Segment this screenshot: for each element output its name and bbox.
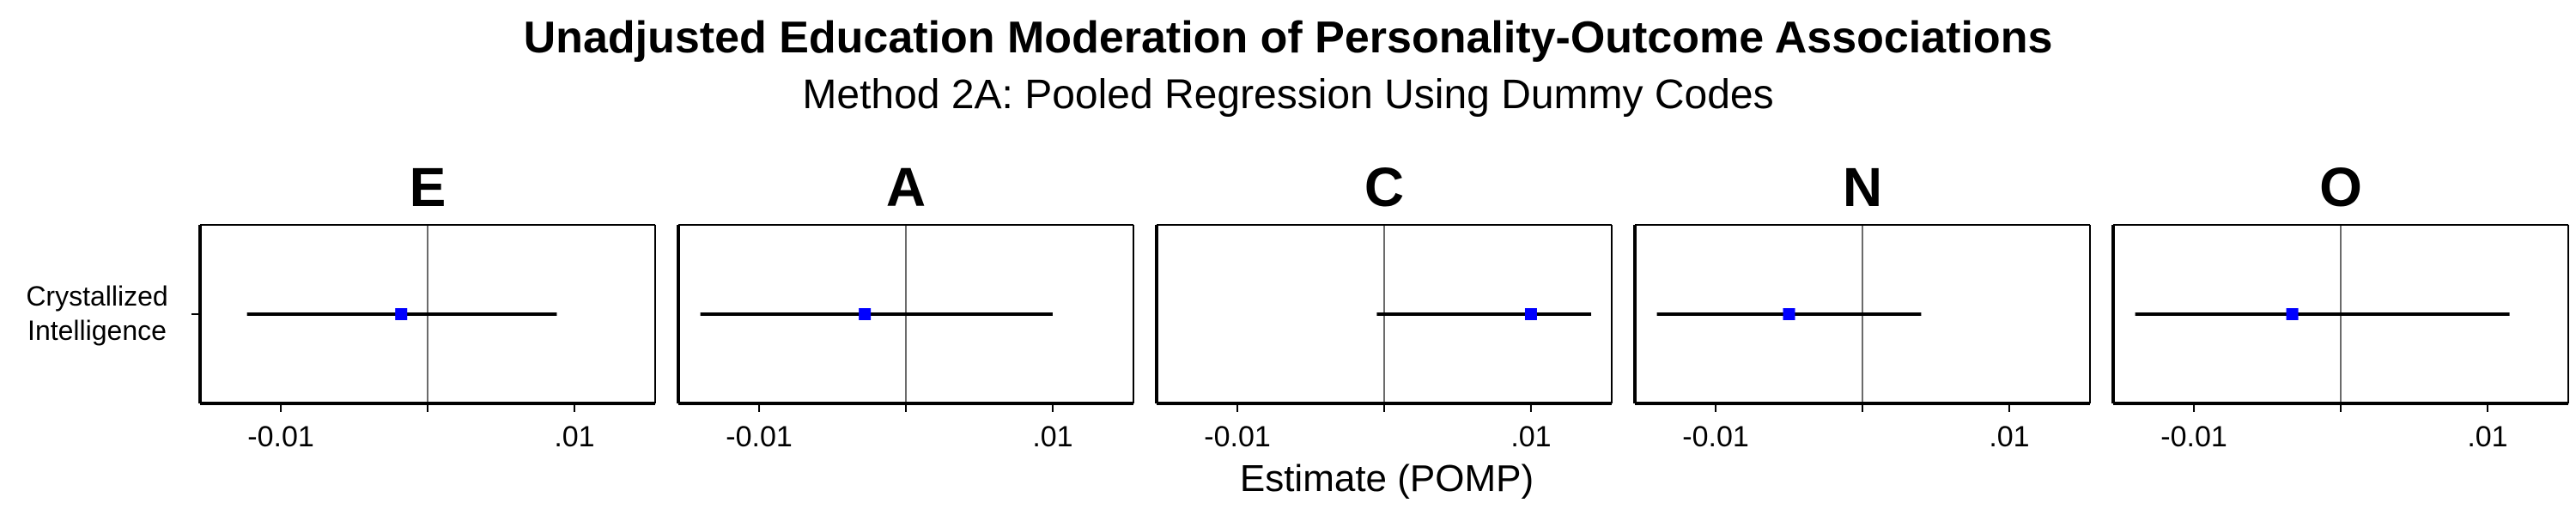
- panel-label-c: C: [1364, 156, 1404, 218]
- panel-label-n: N: [1843, 156, 1882, 218]
- x-tick-label: .01: [2467, 421, 2507, 453]
- estimate-point-o: [2286, 308, 2299, 320]
- x-axis-title: Estimate (POMP): [1240, 457, 1534, 500]
- x-tick-label: .01: [1032, 421, 1072, 453]
- x-tick-label: -0.01: [726, 421, 793, 453]
- x-tick-label: -0.01: [2160, 421, 2227, 453]
- estimate-point-c: [1524, 308, 1537, 320]
- x-tick-label: -0.01: [247, 421, 314, 453]
- chart-title: Unadjusted Education Moderation of Perso…: [523, 13, 2053, 63]
- estimate-point-n: [1783, 308, 1795, 320]
- chart-subtitle: Method 2A: Pooled Regression Using Dummy…: [802, 72, 1774, 118]
- estimate-point-a: [859, 308, 872, 320]
- panel-label-a: A: [886, 156, 926, 218]
- x-tick-label: -0.01: [1682, 421, 1749, 453]
- x-tick-label: .01: [1510, 421, 1551, 453]
- panel-label-e: E: [410, 156, 447, 218]
- panel-label-o: O: [2319, 156, 2362, 218]
- x-tick-label: .01: [554, 421, 594, 453]
- x-tick-label: .01: [1989, 421, 2029, 453]
- y-category-label: Crystallized Intelligence: [26, 281, 167, 346]
- estimate-point-e: [395, 308, 408, 320]
- x-tick-label: -0.01: [1204, 421, 1271, 453]
